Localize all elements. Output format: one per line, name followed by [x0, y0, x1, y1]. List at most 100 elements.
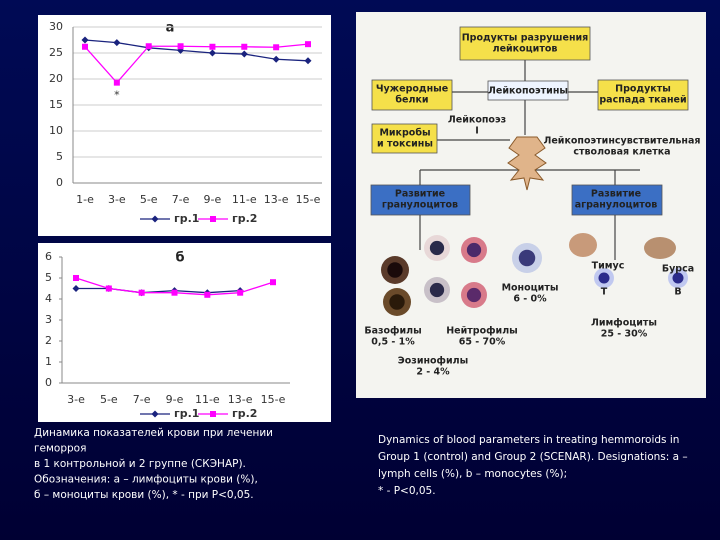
box [487, 80, 569, 101]
series-line [84, 43, 309, 84]
legend-label: гр.2 [232, 212, 257, 225]
caption-line: lymph cells (%), b – monocytes (%); [378, 468, 567, 480]
y-tick-label: 30 [49, 20, 63, 33]
node-label: 65 - 70% [459, 337, 506, 348]
marker [82, 43, 88, 50]
y-tick-label: 6 [45, 250, 52, 263]
y-tick-label: 2 [45, 334, 52, 347]
node-label: Лейкопоэтины [488, 86, 568, 97]
x-tick-label: 5-е [100, 393, 118, 406]
y-tick-label: 5 [45, 271, 52, 284]
node-label: стволовая клетка [573, 147, 670, 158]
x-tick-label: 13-е [264, 193, 289, 206]
node-label: лейкоцитов [493, 44, 558, 55]
chart-panel [38, 15, 331, 236]
diagram-shapes [370, 26, 689, 316]
node-label: I [475, 126, 479, 137]
marker [138, 289, 145, 296]
nucleus [429, 240, 445, 256]
marker [241, 43, 248, 50]
x-tick-label: 5-е [140, 193, 158, 206]
marker [304, 57, 312, 65]
marker [72, 285, 80, 292]
node-label: Развитие [395, 189, 445, 200]
node-label: Чужеродные [376, 84, 448, 95]
marker [237, 289, 244, 296]
x-tick-label: 9-е [166, 393, 184, 406]
y-tick-label: 0 [56, 176, 63, 189]
y-tick-label: 0 [45, 376, 52, 389]
nucleus [466, 242, 482, 258]
marker [145, 43, 152, 50]
nucleus [598, 272, 610, 284]
caption-line: * - P<0,05. [378, 485, 436, 497]
marker [273, 44, 280, 51]
annotation: * [114, 89, 120, 102]
legend-label: гр.1 [174, 407, 199, 420]
node-label: распада тканей [599, 95, 686, 106]
node-label: Продукты разрушения [462, 33, 589, 44]
marker [105, 285, 112, 292]
thymus [569, 233, 597, 257]
caption-line: Group 1 (control) and Group 2 (SCENAR). … [378, 451, 688, 463]
y-tick-label: 1 [45, 355, 52, 368]
caption-line: Dynamics of blood parameters in treating… [378, 434, 679, 446]
x-tick-label: 7-е [133, 393, 151, 406]
legend-label: гр.2 [232, 407, 257, 420]
marker [270, 279, 276, 286]
y-tick-label: 25 [49, 46, 63, 59]
box [597, 79, 689, 111]
box [571, 184, 663, 216]
x-tick-label: 7-е [172, 193, 190, 206]
stem-cell [507, 136, 547, 191]
node-label: агранулоцитов [575, 200, 658, 211]
box [459, 26, 591, 61]
node-label: 25 - 30% [601, 329, 648, 340]
node-label: Базофилы [364, 326, 421, 337]
marker [240, 50, 248, 58]
node-label: Моноциты [502, 283, 559, 294]
marker [210, 411, 216, 417]
x-tick-label: 11-е [232, 193, 257, 206]
node-label: Лимфоциты [591, 318, 657, 329]
x-tick-label: 15-е [296, 193, 321, 206]
node-label: 6 - 0% [513, 294, 547, 305]
marker [151, 215, 159, 223]
marker [171, 289, 178, 296]
marker [204, 291, 211, 298]
caption-line: б – моноциты крови (%), * - при Р<0,05. [34, 489, 254, 501]
node-label: 0,5 - 1% [371, 337, 415, 348]
marker [209, 43, 216, 50]
bursa [644, 237, 676, 259]
node-label: гранулоцитов [382, 200, 458, 211]
node-label: Лейкопоэз [448, 115, 506, 126]
nucleus [466, 287, 482, 303]
nucleus [518, 249, 536, 267]
nucleus [429, 282, 445, 298]
caption-line: Динамика показателей крови при лечении [34, 427, 273, 439]
node-label: Развитие [591, 189, 641, 200]
x-tick-label: 15-е [261, 393, 286, 406]
series-line [84, 39, 309, 62]
node-label: Нейтрофилы [446, 326, 518, 337]
marker [73, 275, 79, 281]
caption-line: в 1 контрольной и 2 группе (СКЭНАР). [34, 458, 246, 470]
chart-title: б [175, 251, 184, 266]
nucleus [672, 272, 684, 284]
x-tick-label: 9-е [204, 193, 222, 206]
x-tick-label: 1-е [76, 193, 94, 206]
x-tick-label: 3-е [67, 393, 85, 406]
marker [210, 216, 216, 222]
nucleus [387, 262, 403, 278]
marker [305, 41, 311, 48]
caption-line: геморроя [34, 443, 86, 455]
node-label: Лейкопоэтинсувствительная [543, 136, 700, 147]
y-tick-label: 20 [49, 72, 63, 85]
marker [113, 79, 120, 86]
series-line [76, 287, 241, 294]
nucleus [389, 294, 405, 310]
node-label: белки [395, 95, 428, 106]
node-label: Бурса [662, 264, 694, 275]
y-tick-label: 5 [56, 150, 63, 163]
legend-label: гр.1 [174, 212, 199, 225]
